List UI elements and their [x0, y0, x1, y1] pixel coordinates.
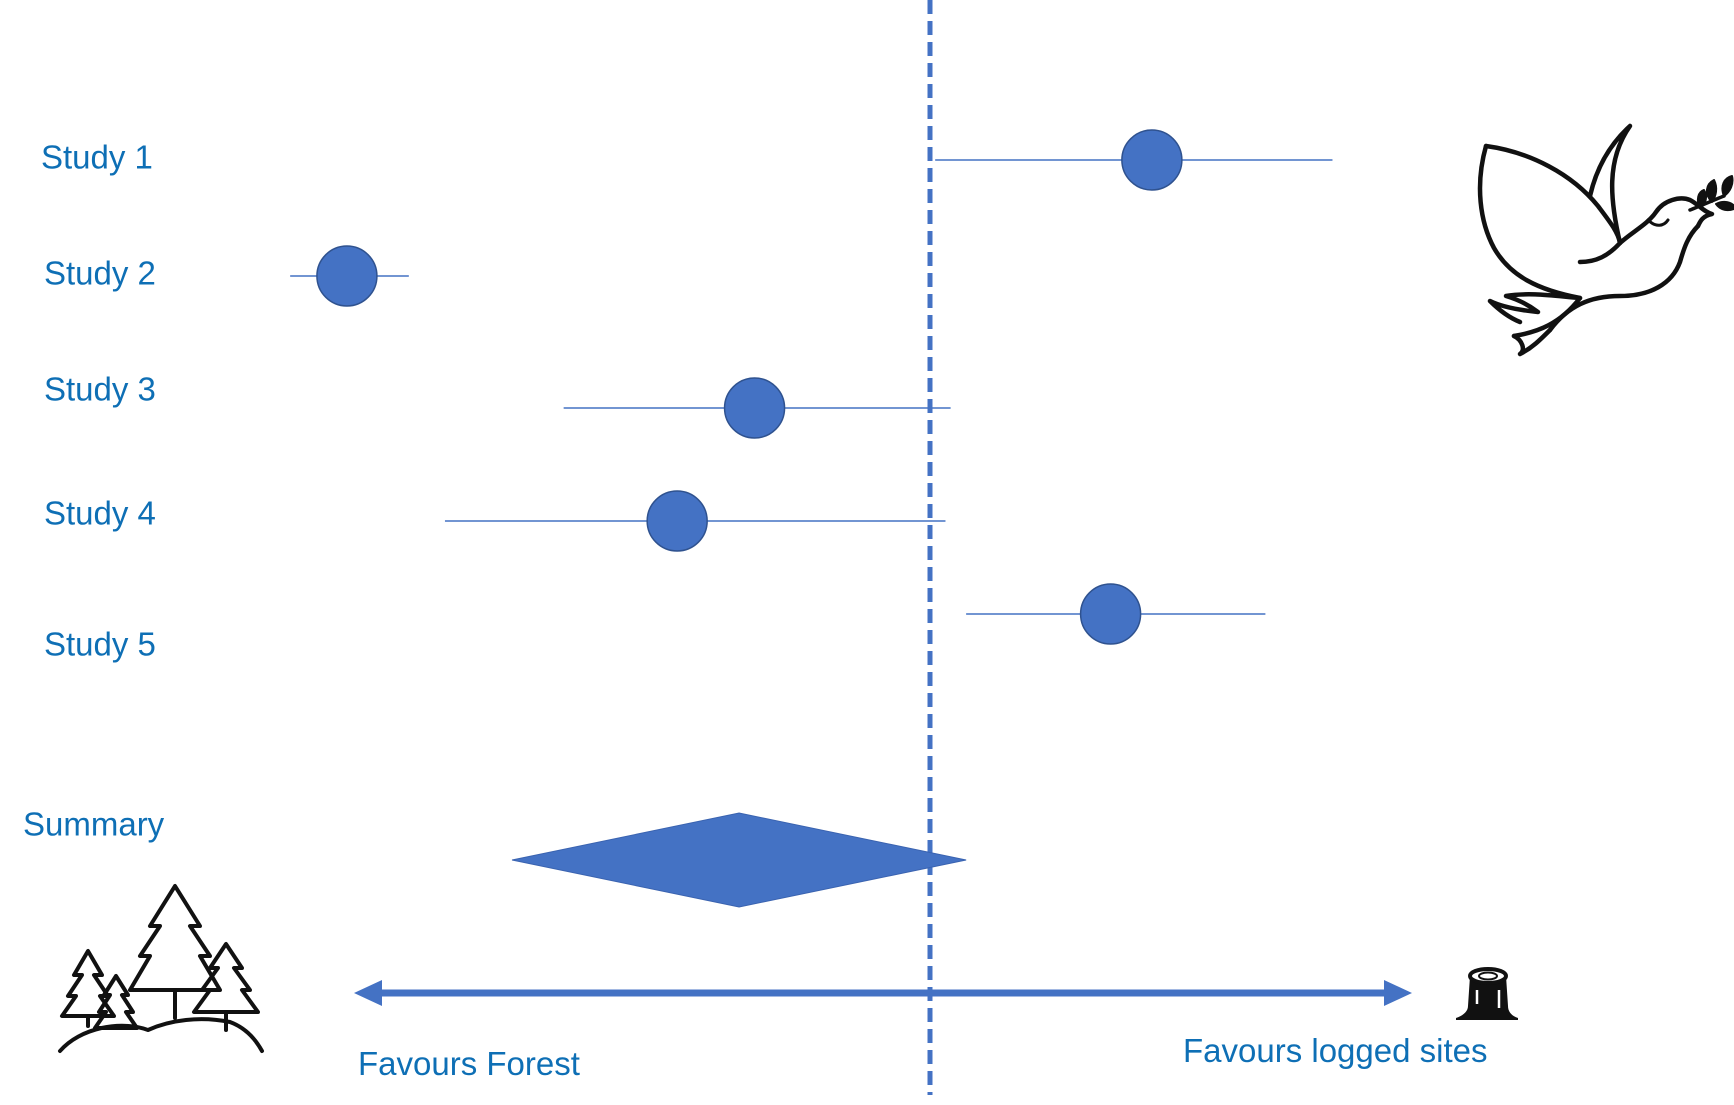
favours-logged-label: Favours logged sites [1183, 1032, 1488, 1069]
study-4-label: Study 4 [44, 495, 156, 532]
direction-arrow [354, 980, 1412, 1006]
study-1-label: Study 1 [41, 139, 153, 176]
direction-arrow-right-head [1384, 980, 1412, 1006]
favours-forest-label: Favours Forest [358, 1045, 580, 1082]
ci-lines [290, 159, 1333, 615]
study-3-point [723, 377, 786, 439]
summary-diamond [511, 812, 967, 908]
study-1-point [1121, 129, 1183, 191]
tree-stump-icon [1456, 967, 1518, 1020]
study-2-label: Study 2 [44, 255, 156, 292]
summary-group [511, 812, 967, 908]
direction-arrow-left-head [354, 980, 382, 1006]
dove-icon [1477, 123, 1734, 357]
point-estimates [316, 129, 1183, 645]
study-5-point [1079, 583, 1142, 645]
study-labels: Study 1 Study 2 Study 3 Study 4 Study 5 Summa… [23, 139, 165, 843]
study-3-label: Study 3 [44, 371, 156, 408]
study-2-point [316, 245, 378, 307]
study-5-label: Study 5 [44, 626, 156, 663]
summary-label: Summary [23, 806, 165, 843]
study-4-point [646, 490, 708, 552]
forest-icon [58, 884, 264, 1053]
